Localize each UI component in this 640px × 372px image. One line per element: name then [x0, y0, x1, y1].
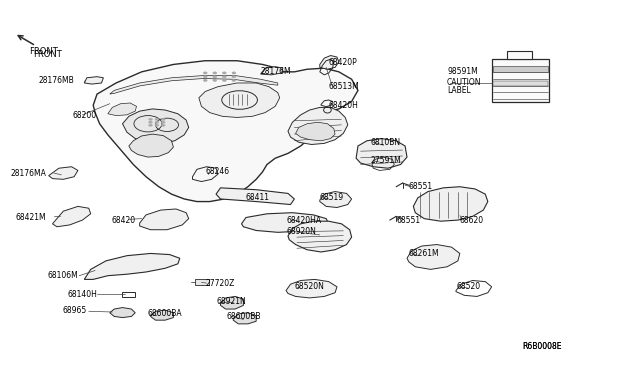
Polygon shape [110, 76, 278, 94]
Bar [507, 51, 532, 59]
Text: 68420HA: 68420HA [286, 216, 321, 225]
Polygon shape [93, 61, 358, 202]
Text: 68106M: 68106M [47, 271, 78, 280]
Ellipse shape [204, 76, 207, 78]
Polygon shape [84, 77, 104, 84]
Text: 68420H: 68420H [329, 101, 358, 110]
Bar [195, 279, 209, 285]
Bar [122, 292, 135, 297]
Text: 27720Z: 27720Z [205, 279, 235, 288]
Ellipse shape [148, 118, 152, 121]
Ellipse shape [161, 118, 165, 121]
Text: FRONT: FRONT [29, 47, 58, 56]
Polygon shape [288, 108, 348, 144]
Text: 28176MA: 28176MA [10, 169, 46, 177]
Polygon shape [199, 83, 280, 118]
Polygon shape [84, 253, 180, 279]
Polygon shape [150, 310, 173, 320]
Ellipse shape [161, 121, 165, 124]
Text: 68965: 68965 [63, 306, 87, 315]
Ellipse shape [223, 72, 227, 74]
Polygon shape [320, 55, 339, 69]
Ellipse shape [232, 72, 236, 74]
Polygon shape [260, 67, 283, 75]
Polygon shape [52, 206, 91, 227]
Text: 68513M: 68513M [329, 82, 360, 91]
Text: 28176M: 28176M [260, 67, 291, 76]
Ellipse shape [213, 72, 217, 74]
Polygon shape [407, 244, 460, 269]
Polygon shape [288, 221, 351, 252]
Polygon shape [108, 103, 136, 116]
Bar [493, 81, 548, 86]
Text: 68600BB: 68600BB [227, 312, 261, 321]
Text: 68421M: 68421M [15, 213, 46, 222]
Bar [493, 66, 548, 72]
Text: 28176MB: 28176MB [38, 76, 74, 85]
Polygon shape [286, 279, 337, 298]
Polygon shape [216, 188, 294, 205]
Text: 68200: 68200 [73, 111, 97, 120]
Ellipse shape [204, 72, 207, 74]
Polygon shape [122, 109, 189, 143]
Ellipse shape [204, 79, 207, 81]
Ellipse shape [232, 79, 236, 81]
Ellipse shape [213, 76, 217, 78]
Text: 6810BN: 6810BN [371, 138, 401, 147]
Ellipse shape [161, 124, 165, 126]
Polygon shape [320, 192, 351, 208]
Text: 68519: 68519 [320, 193, 344, 202]
Ellipse shape [148, 124, 152, 126]
Text: 68261M: 68261M [409, 249, 440, 258]
Text: 68600BA: 68600BA [148, 310, 182, 318]
Polygon shape [296, 122, 335, 141]
Text: LABEL: LABEL [447, 86, 471, 95]
Polygon shape [241, 213, 329, 232]
Polygon shape [356, 138, 407, 168]
Ellipse shape [155, 124, 159, 126]
Text: R6B0008E: R6B0008E [522, 341, 562, 350]
Bar [492, 59, 549, 102]
Text: CAUTION: CAUTION [447, 78, 481, 87]
Text: 68520: 68520 [456, 282, 480, 291]
Text: FRONT: FRONT [33, 50, 62, 59]
Polygon shape [129, 134, 173, 157]
Polygon shape [49, 167, 78, 179]
Ellipse shape [223, 76, 227, 78]
Text: 68920N: 68920N [286, 227, 316, 236]
Polygon shape [140, 209, 189, 230]
Text: R6B0008E: R6B0008E [522, 341, 562, 350]
Text: 68551: 68551 [396, 216, 420, 225]
Text: 68420: 68420 [111, 216, 135, 225]
Text: 98591M: 98591M [447, 67, 478, 76]
Text: 68520N: 68520N [294, 282, 324, 291]
Polygon shape [110, 308, 135, 318]
Text: 68246: 68246 [205, 167, 229, 176]
Polygon shape [233, 313, 256, 324]
Ellipse shape [148, 121, 152, 124]
Ellipse shape [155, 121, 159, 124]
Ellipse shape [223, 79, 227, 81]
Polygon shape [413, 187, 488, 221]
Text: 68420P: 68420P [329, 58, 358, 67]
Ellipse shape [213, 79, 217, 81]
Polygon shape [221, 296, 243, 309]
Text: 68411: 68411 [246, 193, 270, 202]
Ellipse shape [155, 118, 159, 121]
Text: 68140H: 68140H [67, 290, 97, 299]
Text: 68921N: 68921N [216, 297, 246, 306]
Text: 68620: 68620 [460, 216, 484, 225]
Text: 68551: 68551 [409, 182, 433, 191]
Ellipse shape [232, 76, 236, 78]
Text: 27591M: 27591M [371, 156, 401, 165]
